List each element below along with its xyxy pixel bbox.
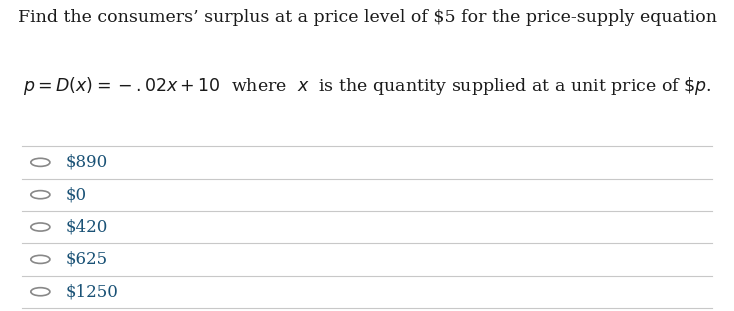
Text: $1250: $1250 <box>66 283 119 300</box>
Text: $625: $625 <box>66 251 108 268</box>
Text: Find the consumers’ surplus at a price level of $5 for the price-supply equation: Find the consumers’ surplus at a price l… <box>18 9 716 26</box>
Text: $p = D(x) = -.02x + 10$  where  $x$  is the quantity supplied at a unit price of: $p = D(x) = -.02x + 10$ where $x$ is the… <box>23 75 711 97</box>
Text: $420: $420 <box>66 219 109 235</box>
Text: $890: $890 <box>66 154 109 171</box>
Text: $0: $0 <box>66 186 87 203</box>
